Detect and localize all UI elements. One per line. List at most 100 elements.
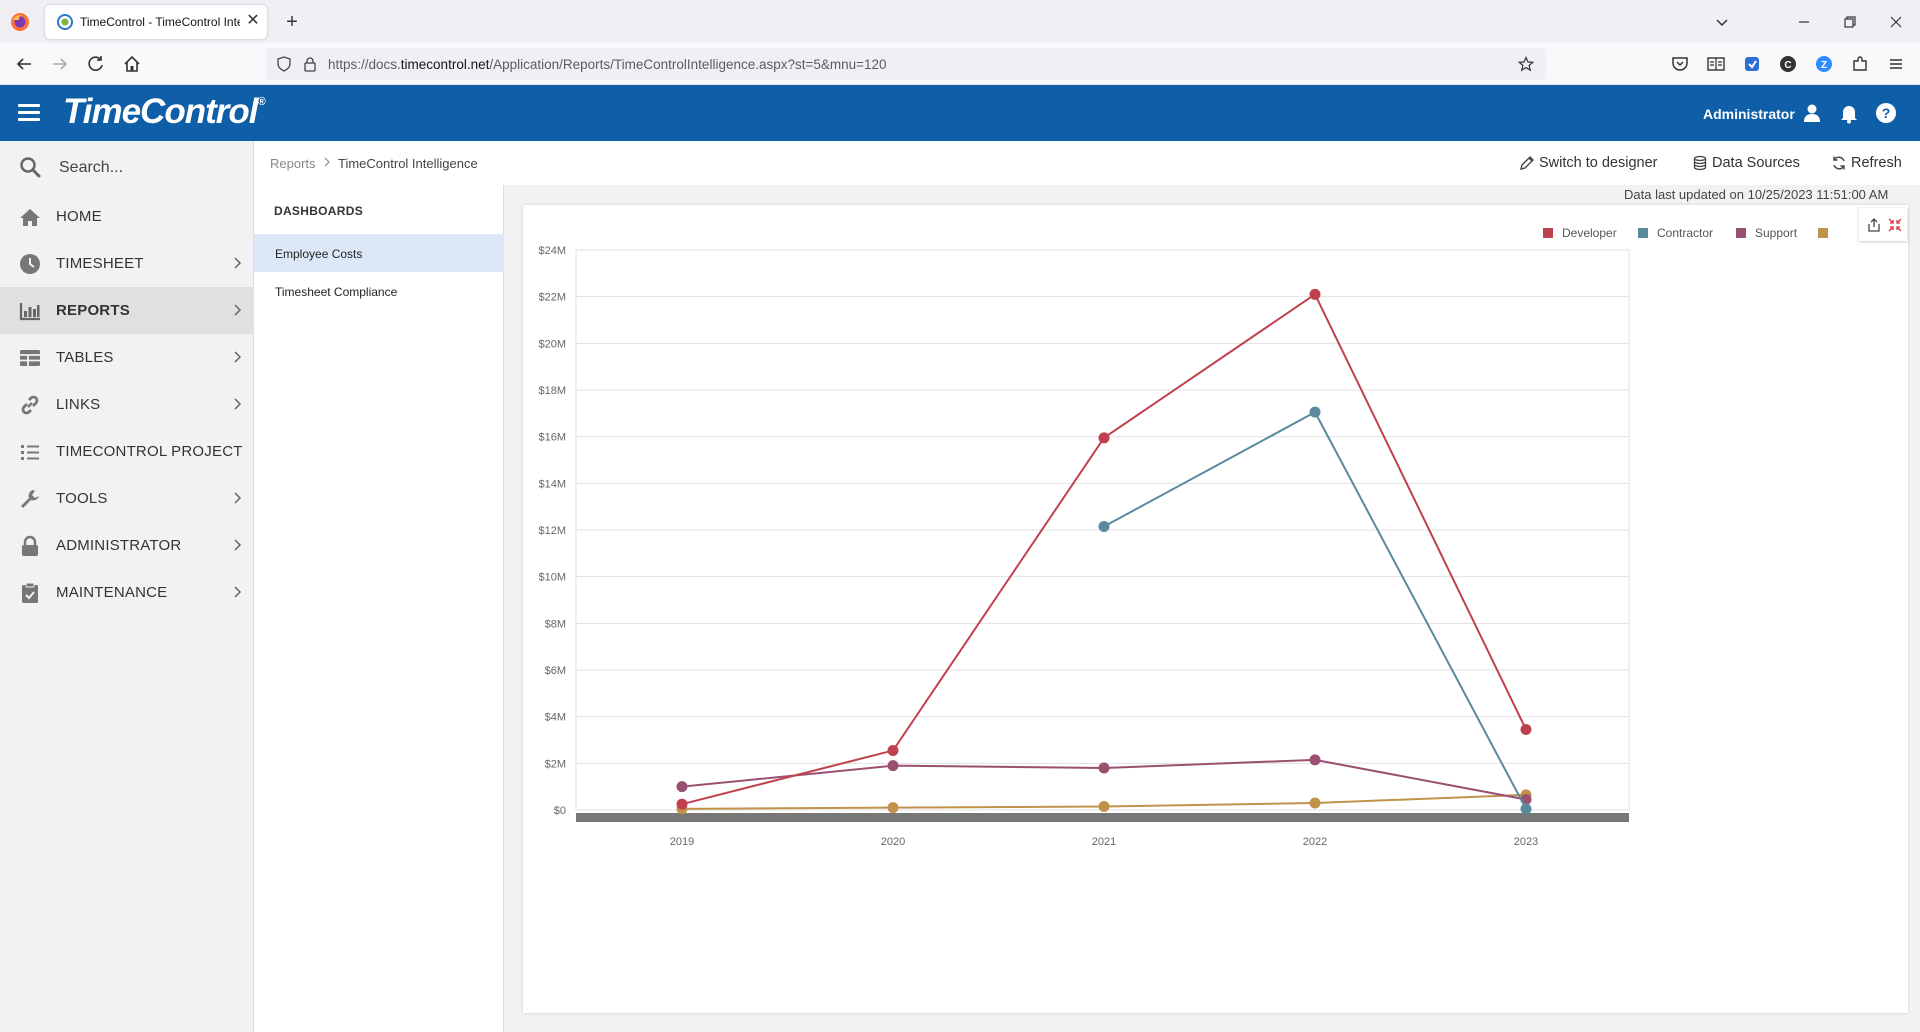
close-tab-icon[interactable]: ✕ xyxy=(246,12,260,29)
sidebar-item-label: TIMECONTROL PROJECT xyxy=(56,443,243,460)
refresh-button[interactable]: Refresh xyxy=(1831,154,1911,174)
extension-c-icon[interactable]: C xyxy=(1778,54,1798,74)
dashboard-item-employee-costs[interactable]: Employee Costs xyxy=(254,234,504,272)
x-tick-label: 2019 xyxy=(670,836,694,848)
y-tick-label: $4M xyxy=(545,712,566,724)
clock-icon xyxy=(20,254,40,274)
minimize-window-icon[interactable] xyxy=(1792,10,1816,34)
y-tick-label: $18M xyxy=(538,385,566,397)
data-point xyxy=(1309,797,1321,809)
svg-text:Z: Z xyxy=(1821,60,1827,71)
legend-swatch-contractor xyxy=(1638,228,1648,238)
data-point xyxy=(887,745,899,756)
hamburger-menu-icon[interactable] xyxy=(18,104,40,122)
y-tick-label: $20M xyxy=(538,338,566,350)
sidebar-item-reports[interactable]: REPORTS xyxy=(0,287,254,334)
sidebar-item-administrator[interactable]: ADMINISTRATOR xyxy=(0,522,254,569)
export-icon[interactable] xyxy=(1866,217,1882,233)
task-list-icon xyxy=(21,445,39,460)
data-point xyxy=(676,798,688,810)
y-tick-label: $12M xyxy=(538,525,566,537)
sidebar-item-timecontrol-project[interactable]: TIMECONTROL PROJECT xyxy=(0,428,254,475)
sidebar-item-tools[interactable]: TOOLS xyxy=(0,475,254,522)
user-name[interactable]: Administrator xyxy=(1703,106,1795,122)
pencil-icon xyxy=(1520,156,1534,170)
search-input[interactable] xyxy=(59,157,239,179)
chevron-right-icon xyxy=(234,492,242,504)
data-point xyxy=(1309,754,1321,766)
sidebar-item-tables[interactable]: TABLES xyxy=(0,334,254,381)
data-sources-label: Data Sources xyxy=(1712,155,1800,171)
data-sources-button[interactable]: Data Sources xyxy=(1692,154,1804,174)
url-host: timecontrol.net xyxy=(400,57,490,72)
url-text[interactable]: https://docs.timecontrol.net/Application… xyxy=(328,57,887,72)
data-point xyxy=(1520,724,1532,735)
bookmark-star-icon[interactable] xyxy=(1518,56,1534,72)
browser-tabstrip: TimeControl - TimeControl Intelligence ✕… xyxy=(0,0,1920,43)
url-bar[interactable]: https://docs.timecontrol.net/Application… xyxy=(266,48,1546,80)
help-icon[interactable]: ? xyxy=(1875,102,1897,124)
timecontrol-favicon-icon xyxy=(57,14,73,30)
browser-tab-active[interactable]: TimeControl - TimeControl Intelligence ✕ xyxy=(45,5,267,39)
new-tab-icon[interactable]: + xyxy=(286,11,298,33)
database-icon xyxy=(1693,155,1707,171)
legend-label: Developer xyxy=(1562,226,1617,240)
chart-card: $0 $2M $4M $6M $8M $10M $12M $14M $16M $18M $20M $2… xyxy=(523,205,1908,1013)
legend-swatch-developer xyxy=(1543,228,1553,238)
back-icon[interactable] xyxy=(12,52,36,76)
breadcrumb-reports[interactable]: Reports xyxy=(270,156,316,171)
brand-name: TimeControl xyxy=(63,92,258,131)
content-area: DASHBOARDS Employee Costs Timesheet Comp… xyxy=(254,185,1920,1032)
search-icon[interactable] xyxy=(19,156,41,178)
extension-z-icon[interactable]: Z xyxy=(1814,54,1834,74)
sidebar-item-home[interactable]: HOME xyxy=(0,193,254,240)
data-point xyxy=(676,781,688,793)
pocket-icon[interactable] xyxy=(1670,54,1690,74)
data-point xyxy=(1309,406,1321,418)
browser-navbar: https://docs.timecontrol.net/Application… xyxy=(0,43,1920,85)
user-icon[interactable] xyxy=(1801,102,1823,124)
brand-logo[interactable]: TimeControl® xyxy=(63,92,266,132)
chevron-right-icon xyxy=(234,398,242,410)
dashboards-heading: DASHBOARDS xyxy=(274,204,364,218)
series-line xyxy=(681,292,1527,806)
list-all-tabs-icon[interactable] xyxy=(1710,10,1734,34)
home-page-icon[interactable] xyxy=(120,52,144,76)
restore-window-icon[interactable] xyxy=(1838,10,1862,34)
chevron-right-icon xyxy=(234,304,242,316)
data-point xyxy=(1098,801,1110,812)
link-icon xyxy=(21,395,39,415)
extensions-puzzle-icon[interactable] xyxy=(1850,54,1870,74)
y-tick-label: $16M xyxy=(538,432,566,444)
lock-secure-icon[interactable] xyxy=(302,56,318,72)
close-window-icon[interactable] xyxy=(1884,10,1908,34)
forward-icon[interactable] xyxy=(48,52,72,76)
sidebar-item-label: ADMINISTRATOR xyxy=(56,537,182,554)
tracking-shield-icon[interactable] xyxy=(276,56,292,72)
sidebar-item-links[interactable]: LINKS xyxy=(0,381,254,428)
svg-text:C: C xyxy=(1784,60,1791,71)
lock-icon xyxy=(22,535,38,556)
firefox-icon[interactable] xyxy=(10,12,30,32)
legend-swatch-fourth-series xyxy=(1818,228,1828,238)
y-tick-label: $6M xyxy=(545,665,566,677)
switch-to-designer-button[interactable]: Switch to designer xyxy=(1519,154,1664,174)
series-line xyxy=(1103,410,1527,810)
chevron-right-icon xyxy=(234,539,242,551)
extension-blue-icon[interactable] xyxy=(1742,54,1762,74)
bell-icon[interactable] xyxy=(1838,102,1860,124)
dashboard-item-timesheet-compliance[interactable]: Timesheet Compliance xyxy=(254,272,504,310)
reader-view-icon[interactable] xyxy=(1706,54,1726,74)
wrench-icon xyxy=(21,490,39,508)
y-tick-label: $24M xyxy=(538,245,566,257)
sidebar-item-maintenance[interactable]: MAINTENANCE xyxy=(0,569,254,616)
data-point xyxy=(1098,432,1110,444)
sidebar-item-timesheet[interactable]: TIMESHEET xyxy=(0,240,254,287)
data-point xyxy=(1098,762,1110,774)
app-menu-icon[interactable] xyxy=(1886,54,1906,74)
sidebar-item-label: TABLES xyxy=(56,349,114,366)
reload-icon[interactable] xyxy=(84,52,108,76)
collapse-icon[interactable] xyxy=(1887,217,1903,233)
sidebar-search xyxy=(0,141,254,193)
data-point xyxy=(887,802,899,814)
